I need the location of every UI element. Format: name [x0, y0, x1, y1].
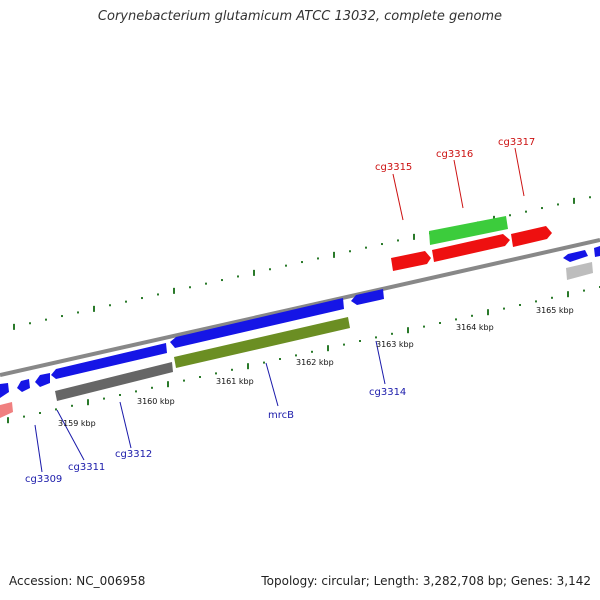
scale-label-3161: 3161 kbp	[216, 377, 254, 386]
leader-cg3317	[514, 147, 525, 197]
gene-forward-2[interactable]	[17, 379, 30, 392]
leader-cg3316	[453, 159, 464, 209]
genome-backbone	[0, 238, 600, 377]
gene-cg3317[interactable]	[511, 226, 552, 247]
label-cg3312[interactable]: cg3312	[115, 449, 152, 460]
gene-olive[interactable]	[174, 317, 350, 368]
gene-cg3314[interactable]	[351, 289, 384, 305]
gene-right-2[interactable]	[594, 246, 600, 257]
gene-cg3315[interactable]	[391, 251, 431, 271]
ticks-top	[13, 196, 591, 330]
leader-cg3314	[375, 340, 386, 385]
leader-mrcB	[265, 362, 279, 407]
label-cg3317[interactable]: cg3317	[498, 137, 535, 148]
gene-forward-1[interactable]	[0, 383, 9, 398]
scale-label-3160: 3160 kbp	[137, 397, 175, 406]
gene-green[interactable]	[429, 216, 508, 245]
genome-summary-text: Topology: circular; Length: 3,282,708 bp…	[261, 574, 591, 588]
gene-right-1[interactable]	[563, 250, 588, 262]
leader-cg3312	[119, 401, 132, 449]
label-cg3315[interactable]: cg3315	[375, 162, 412, 173]
map-title: Corynebacterium glutamicum ATCC 13032, c…	[97, 9, 503, 24]
label-mrcB[interactable]: mrcB	[268, 410, 294, 421]
leader-cg3309	[34, 424, 43, 473]
gene-pink[interactable]	[0, 402, 13, 418]
scale-label-3159: 3159 kbp	[58, 419, 96, 428]
gene-lightgray[interactable]	[566, 262, 593, 280]
gene-cg3312[interactable]	[55, 362, 173, 401]
leader-cg3315	[392, 173, 404, 221]
label-cg3316[interactable]: cg3316	[436, 149, 473, 160]
scale-label-3164: 3164 kbp	[456, 323, 494, 332]
leader-cg3311	[56, 409, 85, 461]
gene-forward-3[interactable]	[35, 373, 50, 387]
gene-cg3316[interactable]	[432, 234, 510, 262]
scale-label-3162: 3162 kbp	[296, 358, 334, 367]
scale-label-3163: 3163 kbp	[376, 340, 414, 349]
label-cg3309[interactable]: cg3309	[25, 474, 62, 485]
gene-mrcB[interactable]	[170, 298, 344, 348]
scale-label-3165: 3165 kbp	[536, 306, 574, 315]
ticks-bottom	[7, 286, 600, 424]
accession-text: Accession: NC_006958	[9, 574, 146, 588]
label-cg3314[interactable]: cg3314	[369, 387, 406, 398]
label-cg3311[interactable]: cg3311	[68, 462, 105, 473]
gene-cg3311[interactable]	[51, 343, 167, 379]
